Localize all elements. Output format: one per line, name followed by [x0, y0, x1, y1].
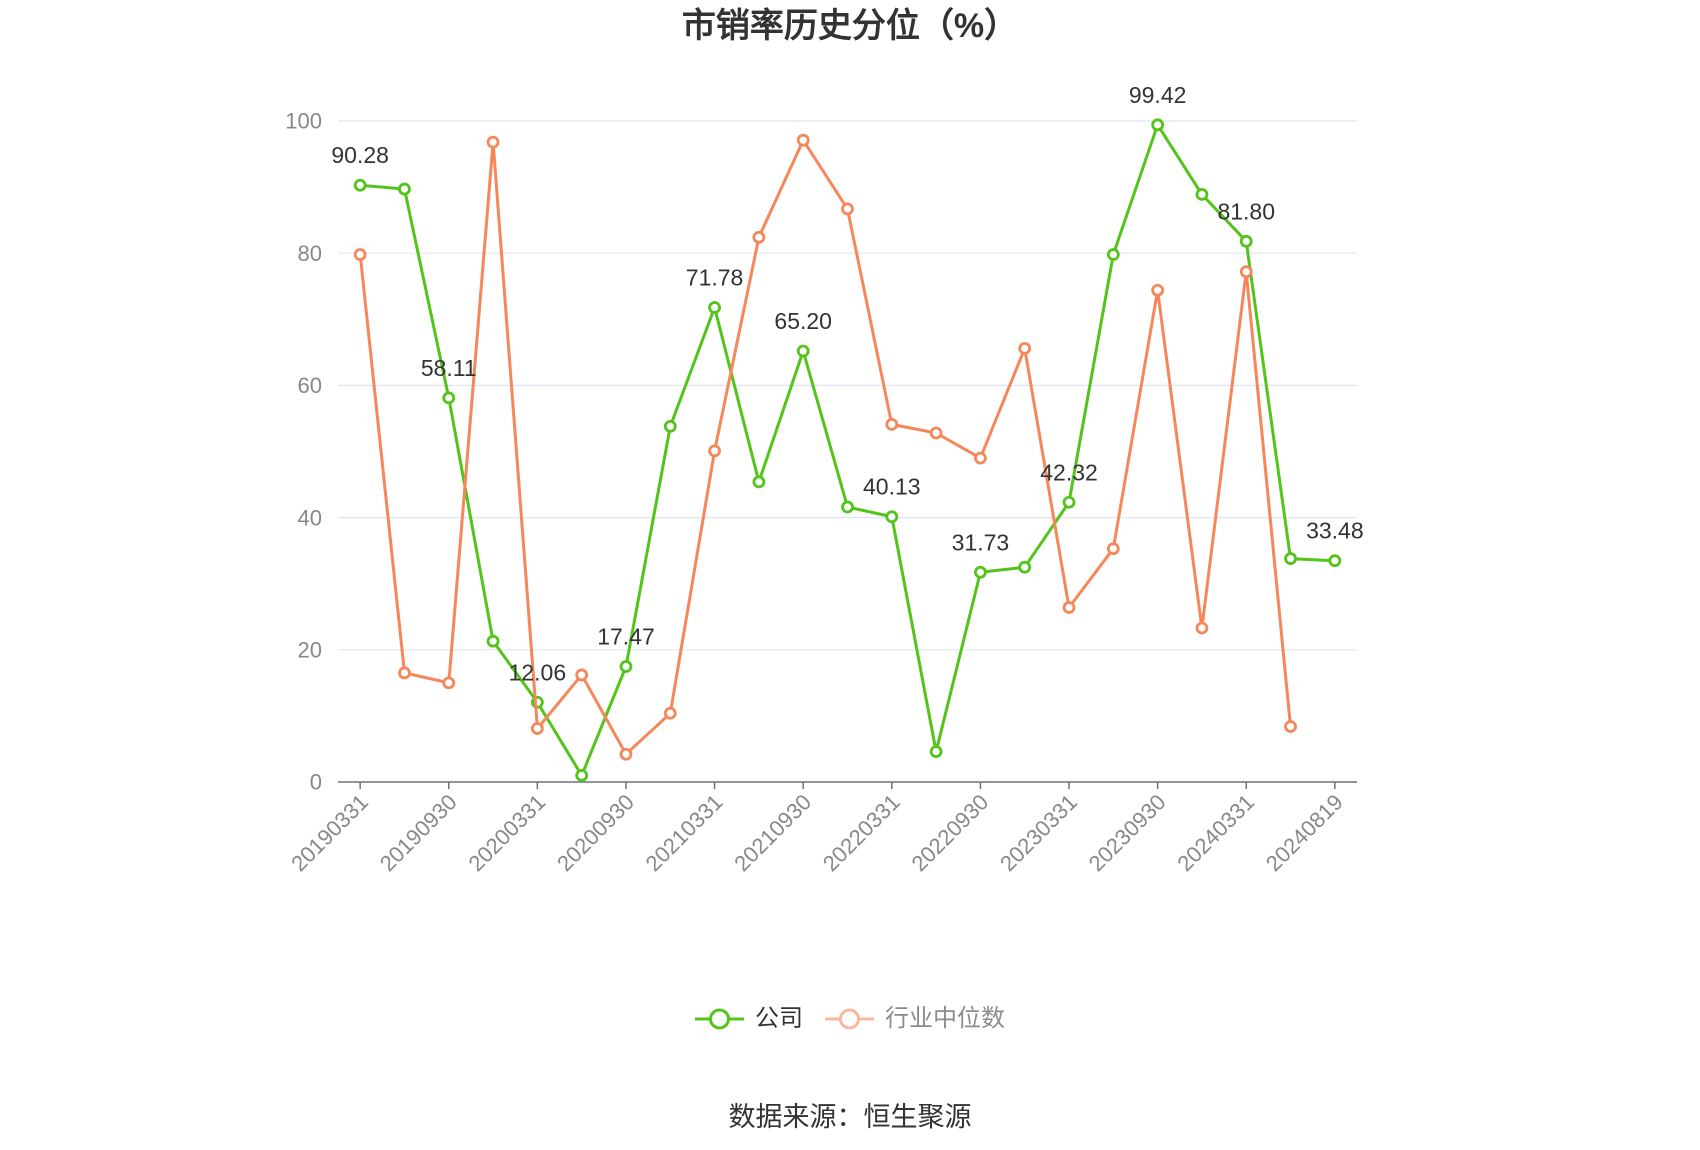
data-point-industry-median	[1062, 601, 1076, 614]
data-label: 42.32	[1040, 459, 1098, 485]
y-tick-label: 80	[298, 241, 322, 266]
data-label: 58.11	[421, 355, 477, 381]
data-label: 12.06	[509, 659, 567, 685]
data-point-industry-median	[1106, 542, 1120, 556]
x-tick-label: 20230331	[995, 789, 1082, 876]
x-tick-label: 20220331	[818, 789, 905, 876]
data-point-industry-median	[1018, 341, 1032, 355]
legend-line-marker-icon	[825, 1008, 874, 1030]
y-tick-label: 0	[310, 770, 322, 795]
data-point-industry-median	[1239, 265, 1253, 279]
data-point-company	[1195, 187, 1209, 201]
series-industry-median	[353, 133, 1297, 761]
data-point-company	[619, 660, 633, 673]
y-tick-label: 60	[298, 373, 322, 398]
x-tick-label: 20240819	[1261, 789, 1348, 876]
series-line-industry-median	[358, 138, 1292, 756]
data-label: 81.80	[1217, 198, 1275, 224]
series-company	[353, 118, 1342, 782]
data-point-company	[1018, 560, 1032, 574]
data-point-industry-median	[1195, 621, 1209, 635]
data-point-company	[1151, 118, 1165, 132]
data-point-industry-median	[619, 747, 633, 761]
data-label: 40.13	[863, 474, 921, 500]
data-point-industry-median	[530, 722, 544, 735]
x-tick-label: 20200930	[552, 789, 639, 876]
data-point-industry-median	[796, 133, 810, 147]
data-point-company	[841, 500, 854, 514]
legend-icon-circle	[839, 1008, 860, 1030]
data-labels: 90.28 58.11 12.06 17.47 71.78 65.20 40.13 31.73…	[331, 82, 1363, 685]
x-axis: 20190331 20190930 20200331 20200930 20210331…	[286, 781, 1357, 876]
data-label: 33.48	[1306, 518, 1364, 544]
data-point-industry-median	[353, 248, 367, 261]
data-point-industry-median	[1284, 720, 1297, 733]
y-tick-label: 100	[285, 109, 322, 134]
data-point-company	[1239, 234, 1253, 248]
line-chart: 0 20 40 60 80 100 20190331 20190930 20200331 2020…	[285, 82, 1363, 876]
data-point-industry-median	[663, 706, 677, 720]
data-label: 71.78	[686, 265, 744, 291]
series-line-company	[358, 123, 1337, 777]
x-tick-label: 20210331	[641, 789, 728, 876]
legend: 公司 行业中位数	[0, 1003, 1700, 1035]
data-point-company	[442, 391, 456, 405]
data-point-company	[575, 768, 589, 782]
legend-item-company[interactable]: 公司	[695, 1003, 803, 1035]
data-point-industry-median	[398, 666, 411, 680]
x-tick-label: 20240331	[1172, 789, 1259, 876]
data-label: 65.20	[774, 308, 832, 334]
x-tick-label: 20220930	[906, 789, 993, 876]
x-tick-label: 20210930	[729, 789, 816, 876]
data-point-company	[486, 634, 500, 648]
data-point-industry-median	[708, 444, 721, 458]
x-tick-label: 20190930	[375, 789, 462, 876]
legend-line-marker-icon	[695, 1008, 744, 1030]
y-tick-label: 40	[298, 505, 322, 530]
data-point-company	[796, 344, 810, 358]
data-point-industry-median	[974, 451, 987, 465]
data-point-industry-median	[752, 230, 766, 244]
chart-title: 市销率历史分位（%）	[681, 7, 1019, 45]
data-point-industry-median	[486, 135, 500, 149]
data-point-company	[1284, 552, 1297, 565]
legend-label: 公司	[755, 1005, 803, 1032]
data-point-industry-median	[1151, 283, 1165, 297]
x-tick-label: 20230930	[1084, 789, 1171, 876]
legend-item-industry-median[interactable]: 行业中位数	[825, 1003, 1005, 1035]
data-point-company	[885, 510, 899, 524]
data-label: 90.28	[331, 142, 389, 168]
data-point-company	[663, 419, 677, 433]
data-point-company	[1328, 554, 1342, 568]
data-point-company	[974, 565, 987, 579]
data-point-company	[929, 745, 943, 758]
data-point-industry-median	[885, 417, 899, 431]
data-point-company	[1062, 495, 1076, 509]
legend-icon-circle	[709, 1008, 730, 1030]
y-tick-label: 20	[298, 638, 322, 663]
x-tick-label: 20190331	[286, 789, 373, 876]
y-axis-grid: 0 20 40 60 80 100	[285, 109, 1357, 795]
data-point-industry-median	[929, 426, 943, 440]
data-label: 99.42	[1129, 82, 1187, 108]
data-point-industry-median	[575, 668, 589, 682]
data-point-industry-median	[841, 202, 854, 216]
x-tick-label: 20200331	[463, 789, 550, 876]
data-point-company	[752, 475, 766, 489]
data-point-company	[398, 182, 411, 196]
data-label: 31.73	[952, 529, 1010, 555]
data-point-company	[1106, 248, 1120, 261]
data-point-industry-median	[442, 676, 456, 690]
data-label: 17.47	[597, 624, 655, 650]
legend-label: 行业中位数	[885, 1005, 1005, 1032]
data-source-note: 数据来源：恒生聚源	[728, 1102, 972, 1132]
data-point-company	[353, 178, 367, 192]
data-point-company	[708, 301, 721, 314]
